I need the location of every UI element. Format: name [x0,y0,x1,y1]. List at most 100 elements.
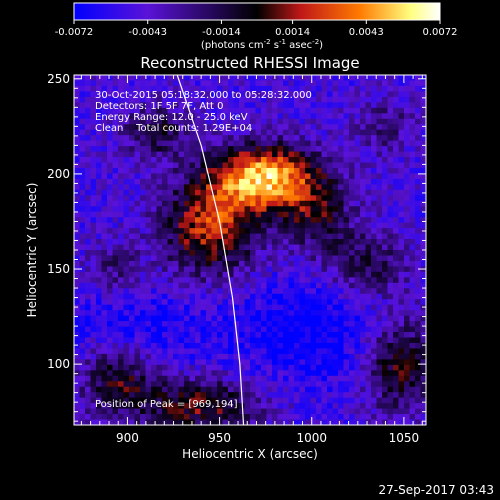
heatmap-cell [321,375,328,382]
heatmap-cell [79,414,86,420]
heatmap-cell [244,239,251,245]
heatmap-cell [200,85,207,92]
heatmap-cell [167,381,174,388]
heatmap-cell [343,321,350,327]
heatmap-cell [354,359,361,366]
heatmap-cell [90,118,97,125]
heatmap-cell [74,244,80,251]
info-detectors: Detectors: 1F 5F 7F, Att 0 [95,101,223,112]
heatmap-cell [211,315,218,322]
heatmap-cell [316,266,322,273]
heatmap-cell [360,337,366,344]
heatmap-cell [398,195,405,202]
heatmap-cell [134,293,141,300]
heatmap-cell [332,173,339,180]
heatmap-cell [294,342,300,349]
colorbar-tick-label: 0.0014 [275,27,310,38]
heatmap-cell [112,211,119,218]
heatmap-cell [338,392,344,399]
heatmap-cell [321,348,328,355]
heatmap-cell [129,414,135,420]
heatmap-cell [343,206,350,213]
heatmap-cell [129,173,135,180]
heatmap-cell [332,342,339,349]
heatmap-cell [96,315,102,322]
heatmap-cell [332,299,339,306]
heatmap-cell [195,184,201,191]
heatmap-cell [310,342,317,349]
heatmap-cell [398,211,405,218]
heatmap-cell [239,332,245,338]
heatmap-cell [316,326,322,333]
heatmap-cell [420,206,426,213]
heatmap-cell [277,228,284,234]
heatmap-cell [415,239,421,245]
heatmap-cell [101,107,108,114]
heatmap-cell [184,118,190,125]
heatmap-cell [228,277,234,284]
heatmap-cell [228,414,234,420]
heatmap-cell [178,392,185,399]
heatmap-cell [250,326,256,333]
heatmap-cell [167,386,174,393]
heatmap-cell [178,359,185,366]
heatmap-cell [316,375,322,382]
heatmap-cell [90,359,97,366]
heatmap-cell [90,107,97,114]
heatmap-cell [244,244,251,251]
heatmap-cell [382,173,388,180]
heatmap-cell [134,146,141,152]
heatmap-cell [123,146,130,152]
heatmap-cell [123,332,130,338]
heatmap-cell [123,91,130,98]
heatmap-cell [140,178,146,185]
heatmap-cell [255,239,262,245]
heatmap-cell [288,260,295,267]
heatmap-cell [404,184,410,191]
heatmap-cell [222,337,229,344]
heatmap-cell [338,304,344,311]
heatmap-cell [173,233,179,240]
heatmap-cell [404,173,410,180]
heatmap-cell [266,250,273,256]
heatmap-cell [321,304,328,311]
heatmap-cell [338,277,344,284]
heatmap-cell [294,157,300,163]
heatmap-cell [382,337,388,344]
heatmap-cell [371,266,377,273]
heatmap-cell [173,107,179,114]
heatmap-cell [272,195,278,202]
heatmap-cell [244,206,251,213]
heatmap-cell [228,375,234,382]
heatmap-cell [321,266,328,273]
heatmap-cell [277,206,284,213]
heatmap-cell [206,332,212,338]
heatmap-cell [74,162,80,169]
heatmap-cell [382,315,388,322]
heatmap-cell [404,277,410,284]
heatmap-cell [294,151,300,158]
heatmap-cell [233,277,240,284]
heatmap-cell [387,255,394,262]
heatmap-cell [316,250,322,256]
heatmap-cell [338,157,344,163]
heatmap-cell [305,239,311,245]
heatmap-cell [129,211,135,218]
heatmap-cell [409,408,416,415]
heatmap-cell [255,359,262,366]
heatmap-cell [266,370,273,377]
heatmap-cell [151,80,157,87]
heatmap-cell [173,151,179,158]
heatmap-cell [332,211,339,218]
heatmap-cell [277,293,284,300]
heatmap-cell [217,299,223,306]
heatmap-cell [261,359,267,366]
heatmap-cell [151,282,157,289]
heatmap-cell [195,353,201,360]
heatmap-cell [310,250,317,256]
heatmap-cell [156,157,163,163]
heatmap-cell [90,408,97,415]
heatmap-cell [184,386,190,393]
heatmap-cell [316,96,322,103]
heatmap-cell [228,271,234,278]
